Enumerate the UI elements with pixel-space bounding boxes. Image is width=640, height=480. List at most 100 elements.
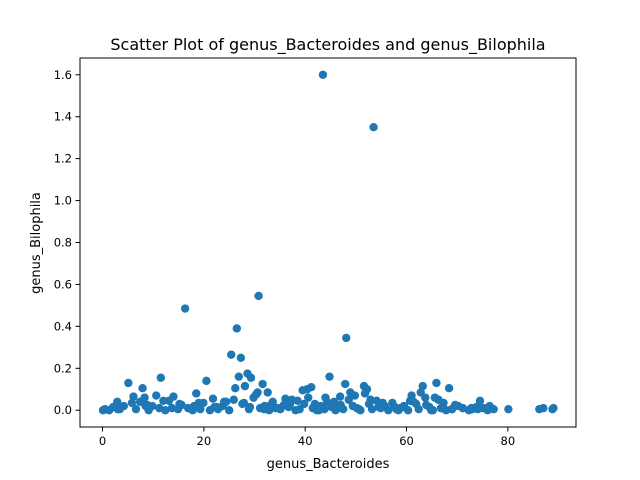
data-point <box>374 402 383 412</box>
data-point <box>138 384 147 393</box>
y-tick-label: 0.4 <box>54 319 72 333</box>
data-point <box>403 406 413 415</box>
data-point <box>394 406 403 415</box>
data-point <box>422 400 431 410</box>
data-point <box>152 391 161 400</box>
x-tick-label: 40 <box>298 434 313 448</box>
data-points <box>98 70 558 415</box>
data-point <box>232 324 241 333</box>
data-point <box>335 392 345 401</box>
data-point <box>212 402 221 412</box>
data-point <box>254 291 263 301</box>
data-point <box>202 376 211 386</box>
data-point <box>447 404 457 414</box>
x-tick-label: 20 <box>197 434 212 448</box>
data-point <box>548 404 557 414</box>
data-point <box>483 406 492 415</box>
data-point <box>131 404 141 414</box>
data-point <box>141 401 150 411</box>
data-point <box>113 397 122 407</box>
data-point <box>263 388 272 397</box>
data-point <box>175 399 184 409</box>
data-point <box>194 398 204 408</box>
data-point <box>475 396 485 405</box>
y-axis-label: genus_Bilophila <box>29 192 44 294</box>
data-point <box>354 404 364 414</box>
data-point <box>239 398 249 408</box>
y-tick-label: 0.6 <box>54 277 72 291</box>
data-point <box>384 406 393 415</box>
data-point <box>366 395 375 404</box>
data-point <box>325 372 334 381</box>
data-point <box>234 372 244 381</box>
data-point <box>314 406 324 415</box>
data-point <box>219 397 229 407</box>
data-point <box>208 394 218 403</box>
y-tick-label: 0.0 <box>54 403 72 417</box>
data-point <box>259 404 269 414</box>
data-point <box>113 404 122 414</box>
y-tick-label: 0.2 <box>54 361 72 375</box>
data-point <box>350 391 360 400</box>
data-point <box>229 395 238 404</box>
data-point <box>333 403 343 413</box>
data-point <box>245 402 255 412</box>
data-point <box>180 304 190 313</box>
data-point <box>236 353 246 363</box>
data-point <box>418 381 427 391</box>
x-tick-label: 60 <box>399 434 414 448</box>
data-point <box>342 333 351 343</box>
y-tick-label: 1.2 <box>54 152 72 166</box>
data-point <box>299 399 309 409</box>
data-point <box>293 396 302 405</box>
data-point <box>318 70 328 79</box>
data-point <box>129 392 138 401</box>
data-point <box>231 384 240 393</box>
data-point <box>414 404 423 414</box>
data-point <box>227 350 236 359</box>
data-point <box>427 406 436 415</box>
x-tick-label: 0 <box>99 434 106 448</box>
data-point <box>360 389 370 398</box>
data-point <box>169 392 178 401</box>
data-point <box>436 403 446 413</box>
x-axis-ticks: 0 20 40 60 80 <box>99 427 515 448</box>
data-point <box>124 378 133 388</box>
data-point <box>240 381 250 391</box>
data-point <box>159 396 168 405</box>
data-point <box>430 393 440 402</box>
data-point <box>285 399 295 409</box>
data-point <box>266 400 275 410</box>
data-point <box>535 404 544 414</box>
data-point <box>329 397 339 407</box>
data-point <box>473 404 483 414</box>
data-point <box>444 384 454 393</box>
x-axis-label: genus_Bacteroides <box>267 457 390 472</box>
data-point <box>192 389 201 398</box>
data-point <box>161 406 170 415</box>
data-point <box>225 406 234 415</box>
data-point <box>432 378 441 388</box>
chart-title: Scatter Plot of genus_Bacteroides and ge… <box>110 35 545 55</box>
data-point <box>258 379 267 389</box>
y-tick-label: 1.4 <box>54 110 72 124</box>
data-point <box>321 393 330 402</box>
y-axis-ticks: 0.0 0.2 0.4 0.6 0.8 1.0 1.2 1.4 1.6 <box>54 68 80 417</box>
data-point <box>274 403 283 413</box>
data-point <box>246 373 256 382</box>
data-point <box>421 393 430 402</box>
data-point <box>140 393 149 402</box>
y-tick-label: 1.6 <box>54 68 72 82</box>
data-point <box>253 388 262 397</box>
data-point <box>167 403 177 413</box>
data-point <box>127 398 137 408</box>
data-point <box>504 404 513 414</box>
data-point <box>310 399 320 409</box>
data-point <box>298 386 307 395</box>
y-tick-label: 1.0 <box>54 194 72 208</box>
data-point <box>467 403 476 413</box>
x-tick-label: 80 <box>501 434 516 448</box>
data-point <box>367 404 377 414</box>
data-point <box>304 393 313 402</box>
